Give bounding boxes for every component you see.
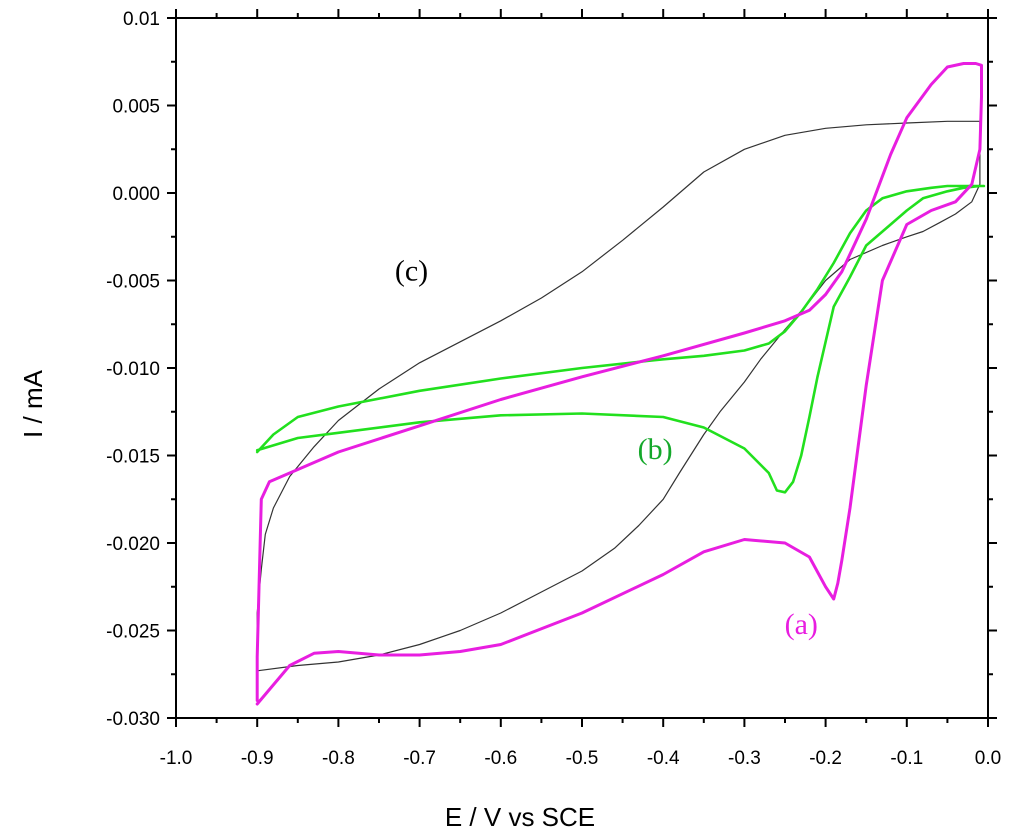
x-tick-label: -0.3 — [728, 748, 761, 769]
x-tick-label: -0.6 — [484, 748, 517, 769]
y-axis-title: I / mA — [18, 369, 48, 438]
y-tick-label: 0.005 — [112, 97, 160, 118]
x-tick-label: -0.9 — [241, 748, 274, 769]
x-tick-label: -1.0 — [160, 748, 193, 769]
curve-label-b: (b) — [638, 433, 673, 466]
x-tick-label: -0.1 — [890, 748, 923, 769]
x-tick-label: -0.7 — [403, 748, 436, 769]
y-tick-label: -0.015 — [106, 447, 160, 468]
y-tick-label: -0.020 — [106, 534, 160, 555]
curve-labels: (c) (b) (a) — [395, 255, 818, 642]
series-line-a — [255, 62, 983, 706]
y-tick-label: -0.030 — [106, 709, 160, 730]
y-tick-label: -0.005 — [106, 272, 160, 293]
x-tick-label: -0.2 — [809, 748, 842, 769]
y-tick-label: 0.000 — [112, 184, 160, 205]
x-tick-label: -0.4 — [647, 748, 680, 769]
series-line-c — [256, 120, 981, 672]
x-axis-title: E / V vs SCE — [445, 802, 595, 832]
data-series — [255, 62, 986, 706]
x-tick-label: -0.5 — [566, 748, 599, 769]
x-tick-label: 0.0 — [975, 748, 1001, 769]
y-tick-label: 0.01 — [123, 9, 160, 30]
curve-label-c: (c) — [395, 255, 428, 288]
y-tick-label: -0.025 — [106, 622, 160, 643]
axis-ticks: -0.030-0.025-0.020-0.015-0.010-0.0050.00… — [106, 9, 1001, 769]
curve-label-a: (a) — [785, 608, 818, 641]
y-tick-label: -0.010 — [106, 359, 160, 380]
x-tick-label: -0.8 — [322, 748, 355, 769]
series-line-b — [255, 184, 986, 494]
